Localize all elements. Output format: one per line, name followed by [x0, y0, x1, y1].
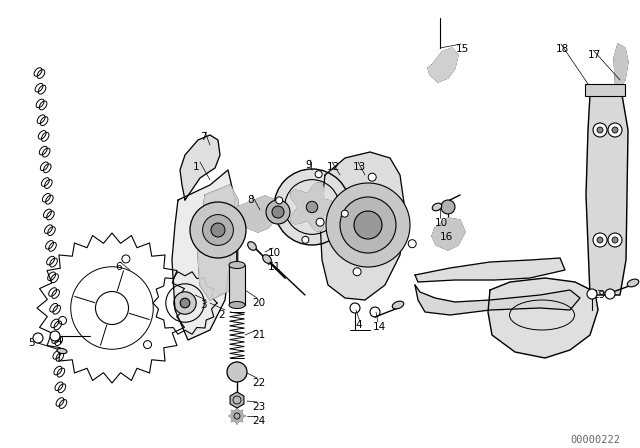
Text: 3: 3 — [200, 300, 207, 310]
Polygon shape — [586, 95, 628, 295]
Circle shape — [593, 233, 607, 247]
Circle shape — [276, 197, 283, 204]
Circle shape — [307, 201, 317, 213]
Circle shape — [368, 173, 376, 181]
Ellipse shape — [392, 301, 404, 309]
Ellipse shape — [627, 279, 639, 287]
Text: 24: 24 — [252, 416, 265, 426]
Ellipse shape — [229, 302, 245, 309]
Text: 13: 13 — [353, 162, 366, 172]
Circle shape — [612, 127, 618, 133]
Polygon shape — [432, 218, 465, 250]
Text: 4: 4 — [55, 336, 61, 346]
Circle shape — [340, 197, 396, 253]
Circle shape — [608, 123, 622, 137]
Polygon shape — [180, 135, 220, 200]
Polygon shape — [229, 408, 245, 424]
Bar — [585, 84, 625, 96]
Ellipse shape — [262, 254, 271, 263]
Circle shape — [441, 200, 455, 214]
Polygon shape — [172, 170, 235, 340]
Text: 19: 19 — [593, 290, 606, 300]
Circle shape — [203, 215, 234, 246]
Circle shape — [174, 292, 196, 314]
Polygon shape — [415, 285, 580, 315]
Text: 22: 22 — [252, 378, 265, 388]
Circle shape — [315, 171, 322, 178]
Circle shape — [316, 218, 324, 226]
Polygon shape — [198, 185, 238, 300]
Text: 8: 8 — [247, 195, 253, 205]
Text: 9: 9 — [305, 160, 312, 170]
Bar — [229, 265, 245, 305]
Text: 2: 2 — [218, 310, 225, 320]
Circle shape — [211, 223, 225, 237]
Text: 18: 18 — [556, 44, 569, 54]
Polygon shape — [320, 152, 405, 300]
Polygon shape — [614, 44, 628, 93]
Polygon shape — [428, 48, 458, 82]
Text: 11: 11 — [268, 262, 281, 272]
Text: 10: 10 — [268, 248, 281, 258]
Text: 10: 10 — [435, 218, 448, 228]
Text: 5: 5 — [28, 338, 35, 348]
Circle shape — [272, 206, 284, 218]
Polygon shape — [415, 258, 565, 282]
Circle shape — [302, 236, 309, 243]
Circle shape — [593, 123, 607, 137]
Ellipse shape — [432, 203, 442, 211]
Text: 14: 14 — [373, 322, 387, 332]
Circle shape — [227, 362, 247, 382]
Text: 17: 17 — [588, 50, 601, 60]
Text: 7: 7 — [200, 132, 207, 142]
Circle shape — [408, 240, 416, 248]
Ellipse shape — [57, 349, 67, 353]
Text: 00000222: 00000222 — [570, 435, 620, 445]
Circle shape — [266, 200, 290, 224]
Circle shape — [33, 333, 43, 343]
Text: 1: 1 — [193, 162, 200, 172]
Ellipse shape — [229, 262, 245, 268]
Circle shape — [612, 237, 618, 243]
Polygon shape — [291, 183, 337, 231]
Circle shape — [50, 331, 60, 341]
Circle shape — [326, 183, 410, 267]
Text: 4: 4 — [355, 320, 362, 330]
Circle shape — [597, 237, 603, 243]
Text: 21: 21 — [252, 330, 265, 340]
Polygon shape — [235, 196, 280, 232]
Circle shape — [605, 289, 615, 299]
Circle shape — [587, 289, 597, 299]
Text: 12: 12 — [327, 162, 340, 172]
Circle shape — [190, 202, 246, 258]
Circle shape — [341, 210, 348, 217]
Polygon shape — [488, 278, 598, 358]
Text: 16: 16 — [440, 232, 453, 242]
Text: 15: 15 — [456, 44, 469, 54]
Circle shape — [180, 298, 190, 308]
Text: 6: 6 — [115, 262, 122, 272]
Circle shape — [608, 233, 622, 247]
Text: 20: 20 — [252, 298, 265, 308]
Circle shape — [353, 268, 361, 276]
Circle shape — [597, 127, 603, 133]
Ellipse shape — [248, 241, 256, 250]
Circle shape — [354, 211, 382, 239]
Text: 23: 23 — [252, 402, 265, 412]
Circle shape — [274, 169, 350, 245]
